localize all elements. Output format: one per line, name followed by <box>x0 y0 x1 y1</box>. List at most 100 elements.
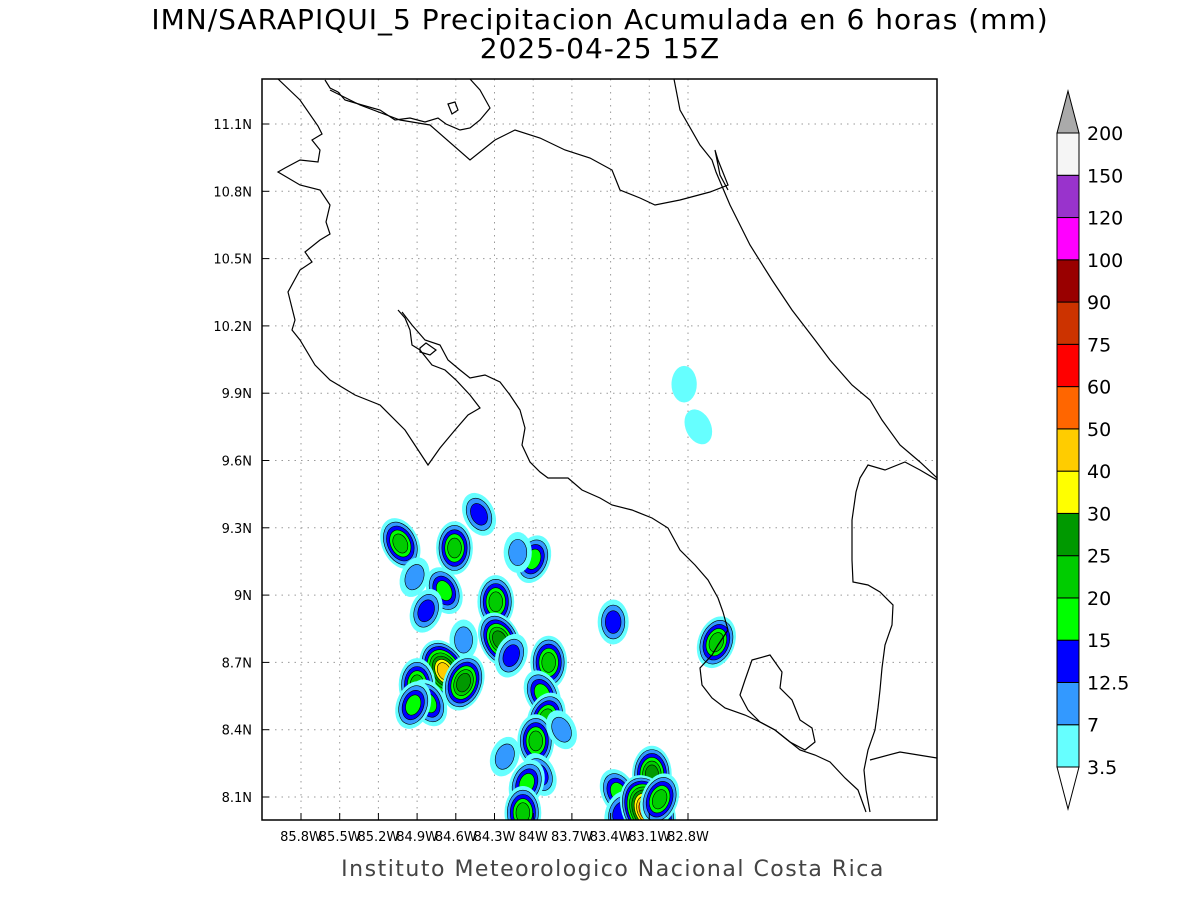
rain-contour <box>447 537 462 559</box>
rain-cell <box>477 575 515 629</box>
rain-field <box>380 365 736 820</box>
rain-contour <box>488 591 503 613</box>
osa-peninsula <box>739 654 816 751</box>
rain-cell <box>684 409 713 445</box>
colorbar-label: 60 <box>1087 377 1111 399</box>
colorbar-swatch <box>1056 343 1080 388</box>
rain-cell <box>503 532 532 573</box>
colorbar-swatch <box>1056 597 1080 641</box>
colorbar-label: 30 <box>1087 503 1111 525</box>
colorbar-swatch <box>1056 386 1080 430</box>
rain-contour <box>684 409 713 445</box>
rain-cell <box>640 773 680 820</box>
rain-cell <box>696 616 736 669</box>
lon-tick-label: 85.8W <box>280 830 322 845</box>
rain-contour <box>417 599 435 623</box>
colorbar-swatch <box>1056 217 1080 261</box>
rain-cell <box>489 736 520 777</box>
lon-tick-label: 84.6W <box>435 830 477 845</box>
lon-tick-label: 84W <box>518 830 548 845</box>
colorbar-swatch <box>1056 724 1080 768</box>
lat-tick-label: 9.9N <box>222 387 252 402</box>
rain-cell <box>546 710 577 750</box>
lat-tick-label: 9N <box>234 589 252 604</box>
colorbar: 3.5 7 12.5 15 20 25 30 40 50 60 75 90 100 120 150 200 <box>1056 89 1129 811</box>
coastline <box>276 79 937 813</box>
rain-contour <box>528 730 543 752</box>
lat-tick-label: 9.3N <box>222 522 252 537</box>
lon-tick-label: 84.9W <box>396 830 438 845</box>
rain-contour <box>502 644 520 667</box>
lat-tick-label: 8.7N <box>222 656 252 671</box>
lat-tick-label: 11.1N <box>213 118 252 133</box>
rain-contour <box>551 716 572 743</box>
footer-credit: Instituto Meteorologico Nacional Costa R… <box>341 857 885 882</box>
lon-tick-label: 83.1W <box>628 830 670 845</box>
colorbar-label: 25 <box>1087 546 1111 568</box>
colorbar-swatch <box>1056 132 1080 176</box>
colorbar-swatch <box>1056 639 1080 683</box>
lat-tick-label: 9.6N <box>222 455 252 470</box>
nicoya-gulf-island <box>419 342 437 356</box>
lat-tick-label: 10.2N <box>213 320 252 335</box>
rain-cell <box>462 492 496 536</box>
rain-contour <box>541 652 556 673</box>
rain-contour <box>404 564 425 591</box>
lon-tick-label: 83.7W <box>551 830 593 845</box>
rain-cell <box>597 599 629 645</box>
rain-contour <box>470 503 488 526</box>
rain-contour <box>671 365 697 403</box>
colorbar-label: 50 <box>1087 419 1111 441</box>
rain-cell <box>504 786 542 820</box>
colorbar-swatch <box>1056 301 1080 345</box>
rain-cell <box>436 521 473 575</box>
colorbar-label: 100 <box>1087 250 1123 272</box>
chart-subtitle-date: 2025-04-25 15Z <box>479 32 721 65</box>
colorbar-swatch <box>1056 259 1080 303</box>
rain-contour <box>652 789 668 810</box>
panama-coast-south <box>869 751 937 761</box>
lat-tick-label: 10.5N <box>213 253 252 268</box>
rain-contour <box>405 694 422 716</box>
colorbar-label: 3.5 <box>1087 757 1117 779</box>
rain-cell <box>409 589 443 633</box>
colorbar-swatch <box>1056 555 1080 599</box>
rain-contour <box>605 610 622 634</box>
rain-cell <box>494 633 528 678</box>
colorbar-swatch <box>1056 174 1080 219</box>
colorbar-swatch <box>1056 681 1080 726</box>
rain-contour <box>708 632 724 653</box>
lon-tick-label: 83.4W <box>590 830 632 845</box>
rain-contour <box>454 626 473 654</box>
colorbar-label: 7 <box>1087 715 1099 737</box>
colorbar-label: 12.5 <box>1087 672 1129 694</box>
rain-contour <box>515 802 531 820</box>
map-background <box>262 79 937 820</box>
nicaragua-border <box>329 89 729 206</box>
latitude-axis: 11.1N 10.8N 10.5N 10.2N 9.9N 9.6N 9.3N 9N 8.7N 8.… <box>213 118 269 806</box>
rain-cell <box>395 681 432 729</box>
map-frame <box>261 78 938 821</box>
colorbar-upper-arrow <box>1056 89 1080 134</box>
rain-contour <box>392 533 409 554</box>
rain-contour <box>508 539 528 566</box>
rain-cell <box>517 714 555 768</box>
caribbean-coastline <box>324 79 491 131</box>
lat-tick-label: 10.8N <box>213 185 252 200</box>
colorbar-swatch <box>1056 428 1080 472</box>
lon-tick-label: 85.2W <box>357 830 399 845</box>
colorbar-label: 120 <box>1087 208 1123 230</box>
colorbar-label: 20 <box>1087 588 1111 610</box>
rain-cell <box>671 365 697 403</box>
colorbar-swatch <box>1056 512 1080 557</box>
lon-tick-label: 85.5W <box>319 830 361 845</box>
lat-tick-label: 8.1N <box>222 791 252 806</box>
caribbean-east-coast <box>673 79 937 479</box>
rain-cell <box>442 654 485 711</box>
pacific-coastline-north <box>276 79 481 467</box>
colorbar-swatch <box>1056 470 1080 514</box>
colorbar-lower-arrow <box>1056 766 1080 811</box>
rain-contour <box>456 672 471 693</box>
